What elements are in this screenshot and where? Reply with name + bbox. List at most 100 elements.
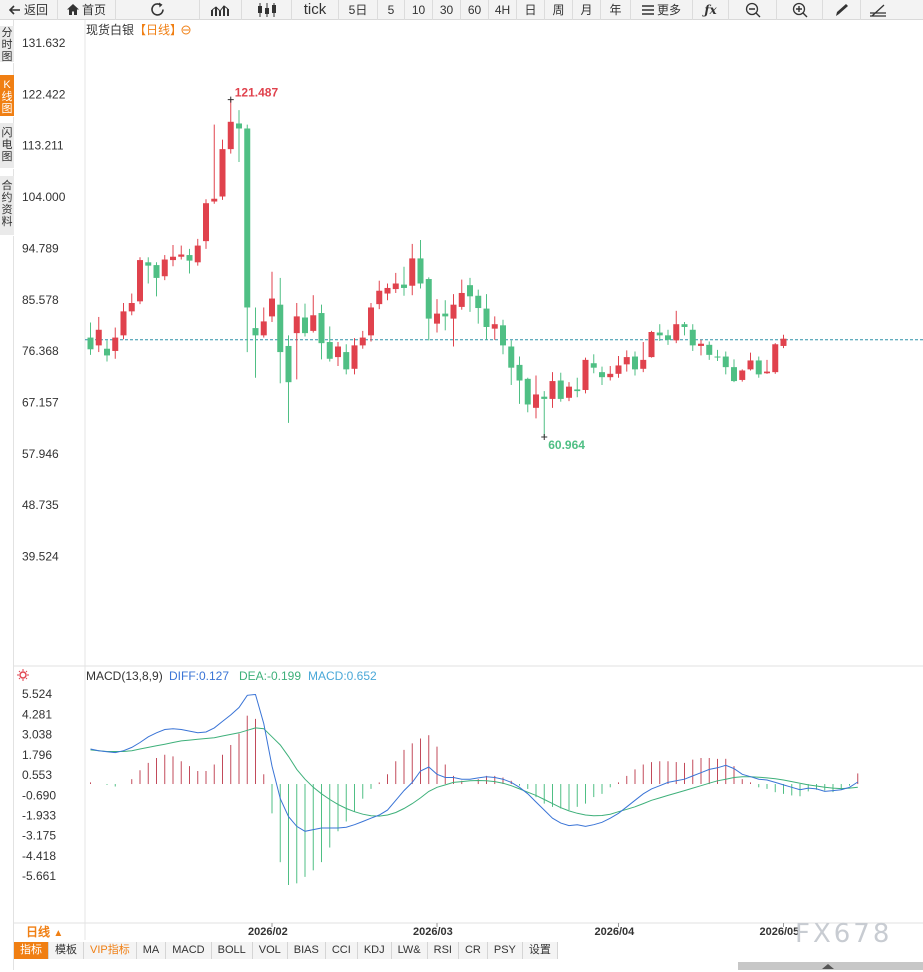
line-chart-icon: [210, 4, 229, 16]
candle-body: [524, 378, 531, 405]
period-label: 日: [524, 3, 537, 17]
candle-body: [244, 128, 251, 308]
candle-body: [557, 380, 564, 399]
period-selector[interactable]: 日线 ▲: [14, 924, 84, 940]
tab-label: BIAS: [293, 944, 319, 956]
tab-time-sharing[interactable]: 分时图: [0, 26, 14, 63]
macd-settings-icon[interactable]: [17, 669, 29, 681]
price-tick-label: 85.578: [22, 293, 59, 307]
candle-body: [425, 279, 432, 319]
tab-lightning[interactable]: 闪电图: [0, 123, 14, 169]
more-button[interactable]: 更多: [631, 0, 693, 20]
tab-lw[interactable]: LW&: [391, 942, 428, 959]
macd-tick-label: 0.553: [22, 768, 52, 782]
period-60min-button[interactable]: 60: [461, 0, 489, 20]
tab-vol[interactable]: VOL: [252, 942, 288, 959]
horizontal-scrollbar[interactable]: [738, 962, 923, 970]
tick-button[interactable]: tick: [292, 0, 339, 20]
macd-tick-label: -3.175: [22, 829, 56, 843]
candle-body: [417, 258, 424, 284]
candlestick-button[interactable]: [242, 0, 292, 20]
period-30min-button[interactable]: 30: [433, 0, 461, 20]
tab-indicators[interactable]: 指标: [14, 942, 49, 959]
candle-body: [665, 335, 671, 340]
macd-tick-label: -5.661: [22, 869, 56, 883]
macd-tick-label: -1.933: [22, 809, 56, 823]
candle-body: [500, 325, 506, 346]
candle-body: [219, 149, 226, 197]
add-icon[interactable]: [181, 25, 191, 35]
tab-kline[interactable]: K线图: [0, 75, 14, 117]
tab-templates[interactable]: 模板: [49, 942, 84, 959]
tab-cr[interactable]: CR: [458, 942, 488, 959]
tab-contract-info[interactable]: 合约资料: [0, 176, 14, 236]
candle-body: [351, 345, 358, 369]
candle-body: [442, 313, 449, 317]
tab-label: BOLL: [217, 944, 246, 956]
period-5min-button[interactable]: 5: [378, 0, 405, 20]
tab-boll[interactable]: BOLL: [211, 942, 253, 959]
price-tick-label: 122.422: [22, 87, 66, 101]
tick-label: tick: [303, 1, 327, 18]
candle-body: [541, 396, 548, 399]
period-selector-label: 日线: [26, 925, 51, 939]
candle-body: [384, 287, 391, 294]
tab-label: VOL: [258, 944, 281, 956]
formula-button[interactable]: ƒx: [693, 0, 729, 20]
tab-vip-indicators[interactable]: VIP指标: [84, 942, 137, 959]
caret-up-icon: ▲: [53, 928, 64, 939]
candle-body: [648, 332, 655, 358]
tab-label: LW&: [397, 944, 421, 956]
period-month-button[interactable]: 月: [573, 0, 601, 20]
tab-macd[interactable]: MACD: [166, 942, 212, 959]
candle-body: [615, 365, 622, 374]
low-marker: [541, 434, 548, 441]
candle-body: [632, 356, 638, 370]
price-tick-label: 57.946: [22, 447, 59, 461]
high-marker: [227, 96, 234, 103]
zoom-in-button[interactable]: [777, 0, 823, 20]
candle-body: [211, 198, 218, 202]
tab-cci[interactable]: CCI: [325, 942, 358, 959]
zoom-out-icon: [745, 2, 760, 17]
draw-button[interactable]: [823, 0, 861, 20]
candle-body: [656, 332, 663, 336]
period-4h-button[interactable]: 4H: [489, 0, 517, 20]
tab-label: 设置: [528, 944, 551, 956]
period-year-button[interactable]: 年: [601, 0, 631, 20]
tab-label: VIP指标: [90, 944, 130, 956]
tab-ma[interactable]: MA: [136, 942, 167, 959]
period-5day-button[interactable]: 5日: [339, 0, 378, 20]
tab-label: 模板: [55, 944, 77, 956]
period-label: 30: [439, 2, 454, 17]
period-week-button[interactable]: 周: [545, 0, 573, 20]
erase-button[interactable]: [861, 0, 894, 20]
candle-body: [714, 356, 721, 358]
diff-line: [90, 693, 859, 832]
home-button[interactable]: 首页: [58, 0, 116, 20]
home-label: 首页: [81, 3, 106, 17]
candle-body: [623, 357, 630, 365]
tab-label: KDJ: [363, 944, 385, 956]
price-chart[interactable]: 131.632 122.422 113.211 104.000 94.789 85.578…: [14, 20, 923, 940]
tab-kdj[interactable]: KDJ: [357, 942, 392, 959]
candle-body: [203, 203, 209, 242]
refresh-button[interactable]: [116, 0, 200, 20]
tab-bias[interactable]: BIAS: [287, 942, 326, 959]
macd-tick-label: -0.690: [22, 788, 56, 802]
tab-settings[interactable]: 设置: [522, 942, 558, 959]
date-tick-label: 2026/02: [248, 926, 288, 938]
back-button[interactable]: 返回: [0, 0, 58, 20]
macd-dea-label: DEA:-0.199: [239, 669, 301, 683]
period-10min-button[interactable]: 10: [405, 0, 433, 20]
tab-rsi[interactable]: RSI: [427, 942, 459, 959]
tab-psy[interactable]: PSY: [487, 942, 523, 959]
tab-label: K线图: [1, 79, 13, 115]
candle-body: [533, 394, 539, 408]
price-axis: 131.632 122.422 113.211 104.000 94.789 85.578…: [22, 36, 66, 564]
line-chart-button[interactable]: [200, 0, 242, 20]
period-day-button[interactable]: 日: [517, 0, 545, 20]
candle-body: [434, 313, 440, 324]
zoom-out-button[interactable]: [729, 0, 777, 20]
candle-body: [335, 346, 341, 358]
